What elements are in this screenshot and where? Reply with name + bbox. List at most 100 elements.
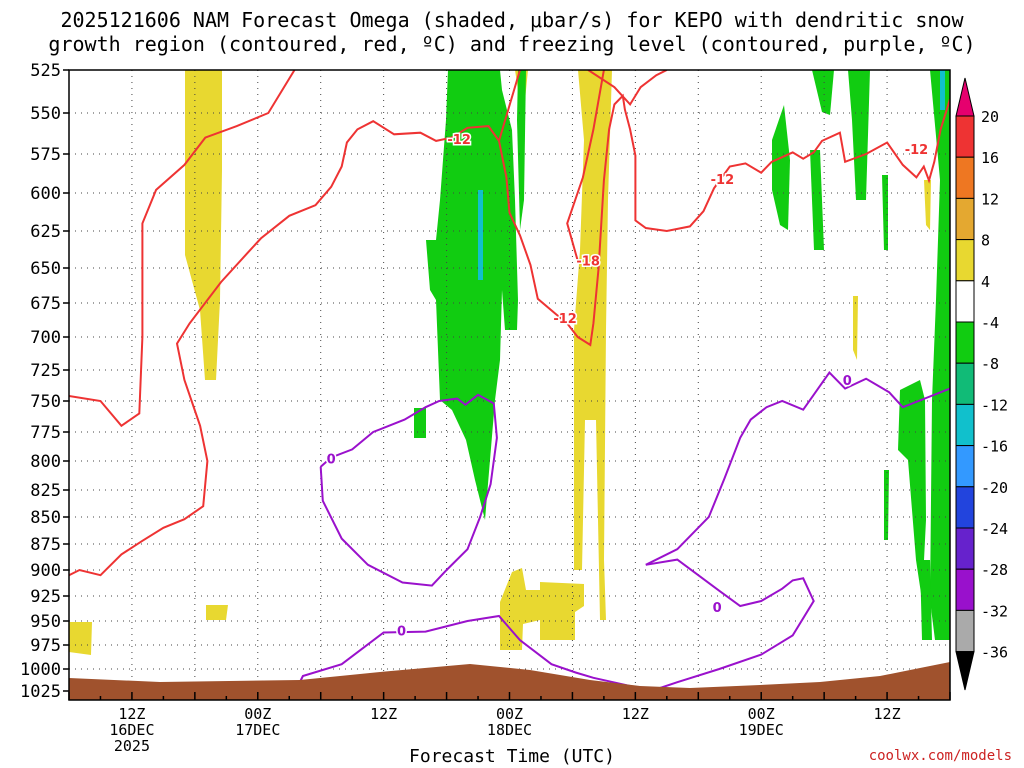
omega-region [69, 622, 92, 655]
colorbar-label: 8 [981, 232, 990, 250]
x-tick-label: 12Z [370, 705, 397, 723]
y-tick-label: 600 [30, 184, 61, 204]
y-tick-label: 650 [30, 259, 61, 279]
y-tick-label: 975 [30, 636, 61, 656]
omega-region [772, 105, 790, 230]
colorbar-segment [955, 445, 975, 488]
omega-region [426, 70, 518, 520]
y-tick-label: 575 [30, 145, 61, 165]
freezing-contour-line [645, 370, 950, 566]
y-tick-label: 1000 [20, 660, 61, 680]
contour-layer [69, 70, 950, 692]
x-tick-label: 00Z [244, 705, 271, 723]
colorbar-segment [955, 362, 975, 405]
omega-region [810, 150, 824, 250]
omega-region [812, 70, 834, 115]
x-tick-label: 18DEC [487, 721, 532, 739]
colorbar-label: -16 [981, 438, 1008, 456]
colorbar-segment [955, 568, 975, 611]
colorbar-label: -12 [981, 396, 1008, 414]
omega-region [898, 380, 926, 600]
y-tick-label: 725 [30, 361, 61, 381]
omega-region [920, 560, 932, 640]
y-tick-label: 925 [30, 587, 61, 607]
terrain-layer [69, 662, 950, 700]
chart-title-line2: growth region (contoured, red, ºC) and f… [48, 32, 976, 56]
omega-region [882, 175, 888, 250]
colorbar-segment [955, 527, 975, 570]
y-tick-label: 900 [30, 561, 61, 581]
colorbar-label: 12 [981, 190, 999, 208]
x-tick-label: 16DEC [109, 721, 154, 739]
colorbar-label: 4 [981, 273, 990, 291]
freezing-contour-line [319, 393, 498, 587]
omega-region [884, 470, 889, 540]
x-tick-label: 2025 [114, 737, 150, 755]
omega-region [517, 70, 526, 230]
colorbar-segment [955, 321, 975, 364]
x-axis-label: Forecast Time (UTC) [409, 746, 615, 767]
omega-region [500, 568, 584, 650]
axes: 525 550 575 600 625 650 675 700 725 750 775 800 825 8… [20, 61, 951, 755]
dgz-contour-line [498, 70, 521, 142]
omega-region [924, 180, 931, 230]
y-tick-label: 950 [30, 612, 61, 632]
colorbar-segment [955, 115, 975, 158]
contour-label: -12 [711, 173, 735, 188]
contour-label: 0 [713, 601, 722, 616]
x-tick-label: 00Z [496, 705, 523, 723]
colorbar-segment [955, 197, 975, 241]
contour-label: 0 [327, 453, 336, 468]
contour-label: -12 [905, 143, 929, 158]
chart-title-line1: 2025121606 NAM Forecast Omega (shaded, μ… [60, 8, 964, 32]
x-tick-label: 12Z [874, 705, 901, 723]
contour-labels: -12 -18 -12 -12 -12 0 0 0 0 [325, 132, 930, 641]
colorbar-label: -36 [981, 644, 1008, 662]
colorbar-segment [955, 609, 975, 653]
omega-region [848, 70, 870, 200]
freezing-contour-line [294, 614, 652, 692]
y-tick-label: 625 [30, 222, 61, 242]
dgz-contour-line [69, 70, 296, 428]
y-tick-label: 875 [30, 535, 61, 555]
x-tick-label: 00Z [748, 705, 775, 723]
y-tick-label: 1025 [20, 682, 61, 702]
colorbar-bottom-arrow [955, 651, 975, 691]
credit-text[interactable]: coolwx.com/models [868, 748, 1012, 764]
colorbar-segment [955, 156, 975, 199]
x-tick-label: 17DEC [235, 721, 280, 739]
colorbar-label: -8 [981, 355, 999, 373]
colorbar-label: -20 [981, 479, 1008, 497]
dgz-contour-line [587, 70, 668, 107]
colorbar-top-arrow [955, 77, 975, 117]
x-tick-label: 12Z [622, 705, 649, 723]
x-tick-label: 19DEC [739, 721, 784, 739]
terrain-fill [69, 662, 950, 700]
omega-region [206, 605, 228, 620]
colorbar-label: -28 [981, 561, 1008, 579]
omega-region [478, 190, 483, 280]
y-tick-label: 800 [30, 452, 61, 472]
omega-region [414, 408, 426, 438]
colorbar-label: -32 [981, 602, 1008, 620]
x-tick-label: 12Z [118, 705, 145, 723]
y-tick-label: 850 [30, 508, 61, 528]
colorbar-segment [955, 403, 975, 447]
colorbar-label: -24 [981, 520, 1008, 538]
colorbar-segment [955, 486, 975, 529]
dgz-contour-line [69, 93, 950, 577]
colorbar-segment [955, 239, 975, 282]
colorbar-label: 20 [981, 108, 999, 126]
colorbar: 20 16 12 8 4 -4 -8 -12 -16 -20 -24 -28 -32 -36 [955, 77, 1008, 691]
y-tick-label: 700 [30, 328, 61, 348]
y-tick-label: 675 [30, 294, 61, 314]
y-tick-label: 825 [30, 481, 61, 501]
contour-label: -18 [576, 255, 600, 270]
colorbar-segment [955, 280, 975, 323]
colorbar-label: 16 [981, 149, 999, 167]
omega-region [853, 296, 858, 360]
freezing-contour-line [645, 558, 815, 692]
omega-region [185, 70, 222, 380]
y-tick-label: 550 [30, 104, 61, 124]
